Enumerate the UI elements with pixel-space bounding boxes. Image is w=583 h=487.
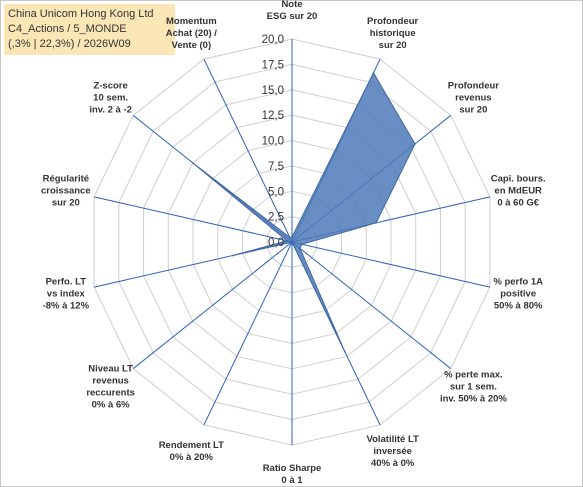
axis-label-2: Profondeur revenus sur 20: [448, 80, 499, 115]
data-point-0: [291, 236, 293, 238]
axis-label-4: % perfo 1A positive 50% à 80%: [493, 277, 543, 312]
data-point-13: [288, 236, 291, 239]
axis-label-2-line-0: Profondeur: [448, 80, 499, 91]
data-point-1: [372, 72, 375, 74]
axis-label-6-line-2: 40% à 0%: [371, 458, 415, 469]
axis-label-5: % perte max. sur 1 sem. inv. 50% à 20%: [440, 370, 507, 405]
tick-label-2: 5,0: [268, 186, 284, 198]
axis-label-4-line-0: % perfo 1A: [493, 277, 543, 288]
title-line-portfolio: C4_Actions / 5_MONDE: [8, 23, 127, 35]
axis-label-7: Ratio Sharpe 0 à 1: [263, 463, 322, 486]
data-point-4: [301, 243, 303, 246]
axis-label-13-line-1: Achat (20) /: [166, 28, 218, 39]
axis-label-7-line-0: Ratio Sharpe: [263, 463, 322, 474]
axis-label-11-line-0: Régularité: [43, 173, 89, 184]
axis-label-9: Niveau LT revenus reccurents 0% à 6%: [86, 364, 135, 411]
data-point-2: [414, 143, 416, 145]
axis-label-8: Rendement LT 0% à 20%: [159, 440, 224, 463]
axis-label-10: Perfo. LT vs index -8% à 12%: [43, 277, 90, 312]
data-point-11: [286, 240, 288, 242]
radar-tick-labels: 0,0 2,5 5,0 7,5 10,0 12,5 15,0 17,5 20,0: [262, 34, 284, 249]
data-point-5: [299, 247, 301, 250]
title-line-company: China Unicom Hong Kong Ltd: [8, 8, 154, 20]
radar-series: [192, 71, 416, 353]
spoke-8: [203, 241, 293, 426]
series-area: [192, 71, 416, 352]
axis-label-5-line-0: % perte max.: [444, 370, 503, 381]
axis-label-8-line-0: Rendement LT: [159, 440, 224, 451]
axis-label-12-line-2: inv. 2 à -2: [89, 104, 132, 115]
title-line-range-week: (,3% | 22,3%) / 2026W09: [8, 38, 131, 50]
chart-title-box: China Unicom Hong Kong Ltd C4_Actions / …: [4, 4, 175, 55]
axis-label-6-line-1: inversée: [373, 446, 412, 457]
axis-label-1: Profondeur historique sur 20: [367, 16, 418, 51]
tick-label-5: 12,5: [262, 110, 284, 122]
axis-label-0-line-0: Note: [281, 0, 302, 10]
axis-label-1-line-1: historique: [370, 28, 416, 39]
axis-label-12-line-0: Z-score: [93, 80, 127, 91]
axis-label-3-line-0: Capi. bours.: [491, 173, 546, 184]
tick-label-6: 15,0: [262, 85, 284, 97]
tick-label-7: 17,5: [262, 59, 284, 71]
axis-label-9-line-1: revenus: [92, 376, 128, 387]
axis-label-3: Capi. bours. en MdEUR 0 à 60 G€: [491, 173, 546, 208]
axis-label-10-line-0: Perfo. LT: [46, 277, 87, 288]
axis-label-0-line-1: ESG sur 20: [267, 11, 318, 22]
axis-label-9-line-2: reccurents: [86, 388, 135, 399]
axis-label-5-line-1: sur 1 sem.: [450, 382, 497, 393]
axis-label-4-line-1: positive: [500, 289, 536, 300]
spoke-9: [132, 241, 293, 369]
axis-label-11-line-1: croissance: [41, 185, 91, 196]
axis-label-3-line-1: en MdEUR: [494, 185, 542, 196]
axis-label-4-line-2: 50% à 80%: [494, 301, 543, 312]
axis-label-1-line-2: sur 20: [379, 40, 407, 51]
axis-label-9-line-0: Niveau LT: [88, 364, 133, 375]
spoke-13: [203, 58, 293, 243]
axis-label-1-line-0: Profondeur: [367, 16, 418, 27]
spoke-4: [291, 241, 491, 288]
data-point-6: [344, 350, 346, 353]
axis-label-12: Z-score 10 sem. inv. 2 à -2: [89, 80, 132, 115]
axis-label-6: Volatilité LT inversée 40% à 0%: [366, 434, 419, 469]
tick-label-4: 10,0: [262, 136, 284, 148]
axis-label-8-line-1: 0% à 20%: [170, 452, 214, 463]
tick-label-3: 7,5: [268, 161, 284, 173]
radar-axis-labels: Note ESG sur 20 Profondeur historique sur 20…: [41, 0, 546, 486]
spoke-11: [93, 196, 293, 243]
tick-label-1: 2,5: [268, 212, 284, 224]
axis-label-13-line-0: Momentum: [166, 16, 217, 27]
axis-label-0: Note ESG sur 20: [267, 0, 318, 22]
axis-label-2-line-1: revenus: [455, 92, 491, 103]
data-point-12: [192, 162, 194, 164]
axis-label-11: Régularité croissance sur 20: [41, 173, 91, 208]
axis-label-2-line-2: sur 20: [459, 104, 487, 115]
axis-label-10-line-2: -8% à 12%: [43, 301, 90, 312]
axis-label-13: Momentum Achat (20) / Vente (0): [166, 16, 218, 51]
axis-label-5-line-2: inv. 50% à 20%: [440, 394, 507, 405]
tick-label-8: 20,0: [262, 34, 284, 46]
axis-label-7-line-1: 0 à 1: [281, 475, 303, 486]
axis-label-6-line-0: Volatilité LT: [366, 434, 419, 445]
data-point-10: [231, 254, 234, 257]
axis-label-12-line-1: 10 sem.: [93, 92, 128, 103]
axis-label-10-line-1: vs index: [47, 289, 86, 300]
data-point-9: [291, 241, 293, 243]
axis-label-3-line-2: 0 à 60 G€: [497, 197, 539, 208]
axis-label-9-line-3: 0% à 6%: [92, 400, 131, 411]
axis-label-13-line-2: Vente (0): [172, 40, 212, 51]
tick-label-0: 0,0: [268, 237, 284, 249]
data-point-3: [375, 222, 377, 224]
spoke-5: [291, 241, 452, 369]
axis-label-11-line-2: sur 20: [52, 197, 80, 208]
